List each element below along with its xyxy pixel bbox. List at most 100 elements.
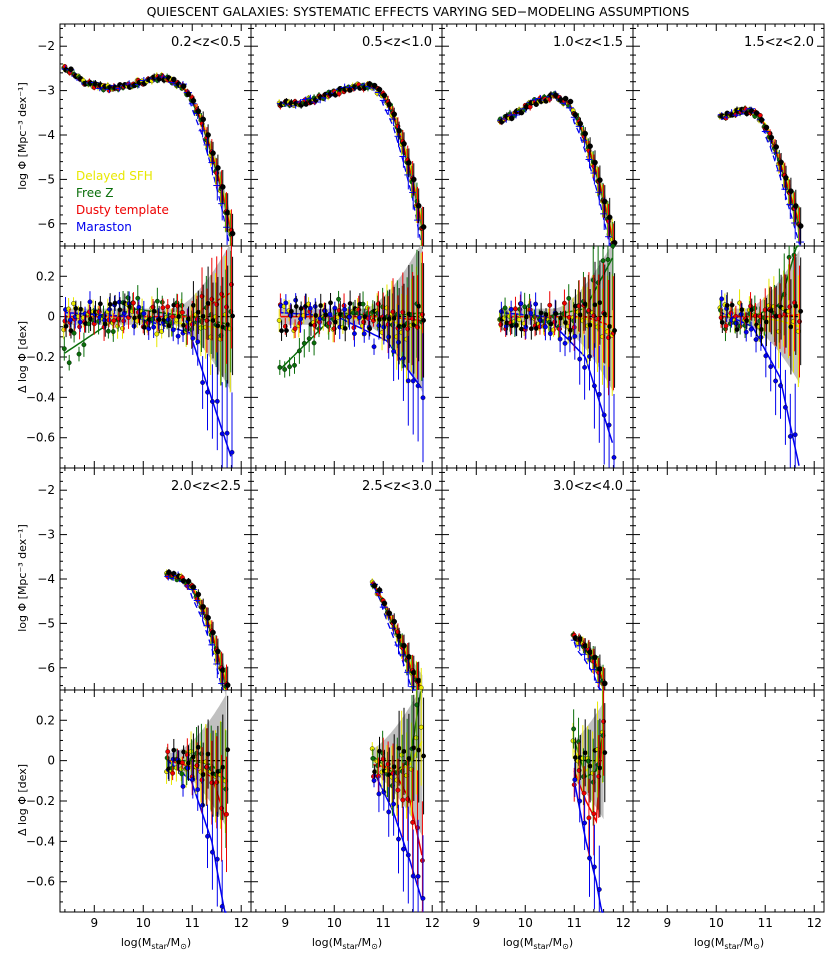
delta-point-free-z xyxy=(301,340,307,346)
delta-point-dusty-template xyxy=(728,310,734,316)
x-tick-label: 9 xyxy=(281,916,289,930)
x-tick-label: 12 xyxy=(616,916,631,930)
delta-point-maraston xyxy=(587,855,592,861)
y-label-bottom-2: Δ log Φ [dex] xyxy=(16,764,29,836)
delta-point-reference xyxy=(293,304,299,309)
delta-point-maraston xyxy=(523,324,529,330)
delta-point-free-z xyxy=(296,348,302,354)
x-label-3-end: ) xyxy=(569,936,573,949)
y-tick-label: −5 xyxy=(37,616,55,630)
delta-point-dusty-template xyxy=(297,320,303,326)
delta-point-reference xyxy=(230,313,235,319)
delta-point-maraston xyxy=(596,887,602,892)
y-tick-label: −0.2 xyxy=(26,794,55,808)
delta-point-maraston xyxy=(572,777,578,783)
delta-point-free-z xyxy=(292,362,297,368)
delta-point-dusty-template xyxy=(400,797,406,803)
delta-point-reference xyxy=(127,304,133,310)
delta-point-reference xyxy=(156,317,162,322)
mf-point-reference xyxy=(797,223,804,229)
delta-point-free-z xyxy=(61,346,67,352)
mf-point-reference xyxy=(758,117,765,123)
delta-point-reference xyxy=(200,772,206,778)
delta-point-free-z xyxy=(105,328,111,334)
delta-point-reference xyxy=(416,747,422,753)
y-axis-title-top-row1: log Φ [Mpc⁻³ dex⁻¹] xyxy=(16,82,29,190)
mf-point-reference xyxy=(200,604,207,610)
delta-point-maraston xyxy=(577,356,583,362)
delta-point-reference xyxy=(323,312,329,318)
delta-point-maraston xyxy=(386,334,392,340)
delta-point-maraston xyxy=(312,304,318,309)
mf-point-reference xyxy=(215,165,221,171)
mf-point-reference xyxy=(391,111,398,118)
mf-point-reference xyxy=(778,159,784,166)
delta-point-maraston xyxy=(415,874,421,879)
y-tick-label: −0.6 xyxy=(26,431,55,445)
delta-point-maraston xyxy=(396,339,401,345)
panel-1: −2 −3 −4 −5 −6 0.2 0 −0.2 −0.4 −0.6 0.2<z<0.5 xyxy=(26,23,252,469)
x-label-4-head: log(M xyxy=(694,936,725,949)
delta-point-dusty-template xyxy=(571,782,577,788)
x-label-3: log(Mstar/M⊙) xyxy=(503,936,573,951)
delta-point-maraston xyxy=(200,802,206,808)
delta-point-maraston xyxy=(371,778,377,783)
mf-point-reference xyxy=(195,108,202,115)
delta-point-maraston xyxy=(743,329,749,335)
mf-point-reference xyxy=(396,633,402,640)
delta-point-reference xyxy=(68,328,74,334)
delta-point-delayed-sfh xyxy=(198,325,204,331)
delta-point-maraston xyxy=(401,355,406,361)
delta-point-maraston xyxy=(165,317,171,322)
delta-point-maraston xyxy=(396,836,401,842)
delta-point-reference xyxy=(191,302,196,308)
x-label-3-tail: /M xyxy=(549,936,562,949)
mf-frame xyxy=(632,467,825,691)
delta-point-maraston xyxy=(185,765,191,771)
delta-point-dusty-template xyxy=(180,310,185,315)
delta-point-dusty-template xyxy=(366,316,371,321)
delta-point-maraston xyxy=(356,315,362,320)
mf-point-reference xyxy=(768,134,775,141)
delta-point-reference xyxy=(597,300,603,306)
mf-curve-maraston xyxy=(280,87,424,247)
delta-point-maraston xyxy=(582,365,588,370)
mf-point-reference xyxy=(572,111,579,118)
mf-point-reference xyxy=(508,115,515,122)
delta-point-free-z xyxy=(791,252,797,258)
mf-point-reference xyxy=(420,224,427,230)
mf-point-reference xyxy=(185,91,192,97)
delta-point-reference xyxy=(117,307,123,313)
delta-point-free-z xyxy=(600,258,606,264)
delta-point-free-z xyxy=(306,336,312,342)
delta-point-reference xyxy=(107,301,113,307)
delta-point-maraston xyxy=(342,307,348,312)
delta-point-delayed-sfh xyxy=(276,318,282,323)
delta-frame xyxy=(632,689,825,913)
redshift-label: 2.5<z<3.0 xyxy=(362,479,432,494)
delta-point-reference xyxy=(347,301,353,306)
delta-point-maraston xyxy=(376,791,382,797)
delta-point-free-z xyxy=(179,771,185,777)
x-label-2: log(Mstar/M⊙) xyxy=(312,936,382,951)
mf-curve-dusty-template xyxy=(721,109,801,224)
delta-point-free-z xyxy=(718,307,723,313)
panel-2: 0.5<z<1.0 xyxy=(250,23,443,469)
delta-point-dusty-template xyxy=(420,858,425,863)
x-label-4-sun: ⊙ xyxy=(753,942,760,951)
x-label-4-tail: /M xyxy=(740,936,753,949)
y-tick-label: −5 xyxy=(37,172,55,186)
delta-point-free-z xyxy=(282,367,288,372)
mf-point-reference xyxy=(386,610,393,617)
mf-curve-free-z xyxy=(280,86,424,232)
x-tick-label: 11 xyxy=(185,916,200,930)
delta-point-maraston xyxy=(420,895,426,901)
delta-point-delayed-sfh xyxy=(188,749,194,754)
mf-point-reference xyxy=(210,150,216,156)
delta-point-dusty-template xyxy=(581,790,587,796)
x-label-4-sub: star xyxy=(724,942,740,951)
mf-curve-free-z xyxy=(721,110,801,227)
delta-point-delayed-sfh xyxy=(413,735,419,741)
x-tick-label: 11 xyxy=(567,916,582,930)
y-tick-label: −6 xyxy=(37,217,55,231)
